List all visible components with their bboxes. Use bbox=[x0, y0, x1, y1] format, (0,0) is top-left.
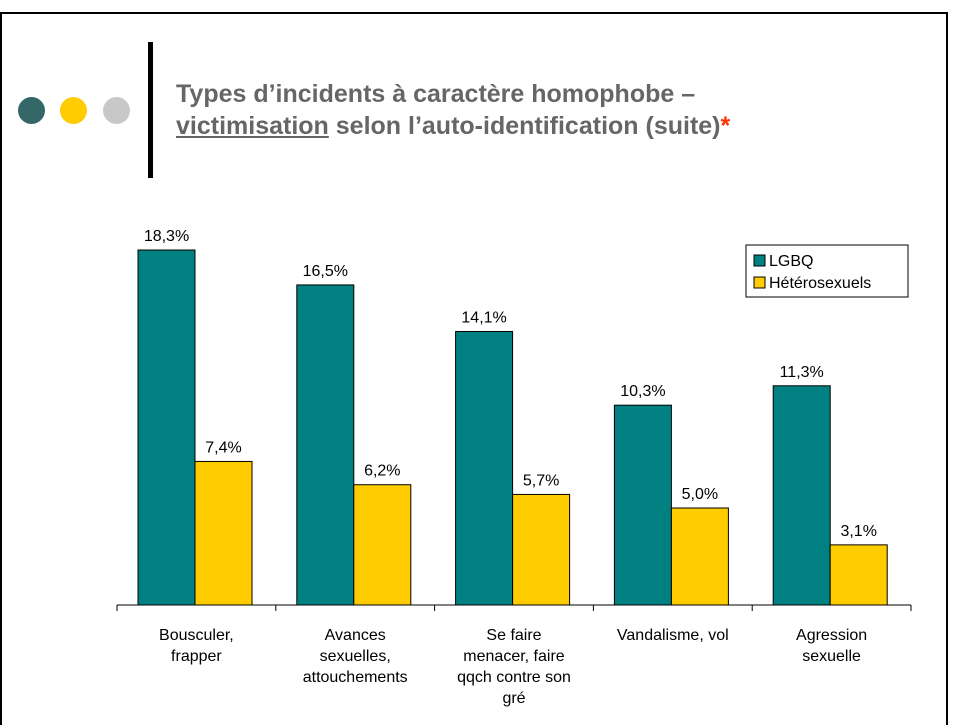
bar-lgbq bbox=[296, 284, 355, 606]
x-tick-label: Bousculer, bbox=[159, 627, 234, 644]
title-underlined-word: victimisation bbox=[176, 112, 329, 140]
x-tick-label: sexuelles, bbox=[320, 648, 391, 665]
x-tick-label: Se faire bbox=[486, 627, 541, 644]
bar-heterosexuels bbox=[353, 484, 412, 606]
bar-lgbq bbox=[455, 330, 514, 606]
bar-lgbq bbox=[772, 385, 831, 606]
data-label: 3,1% bbox=[840, 523, 876, 540]
yellow-dot-icon bbox=[60, 97, 87, 124]
x-tick-label: sexuelle bbox=[802, 648, 861, 665]
bar-heterosexuels bbox=[512, 493, 571, 606]
gray-dot-icon bbox=[103, 97, 130, 124]
title-divider-bar bbox=[148, 42, 153, 178]
title-line-1: Types d’incidents à caractère homophobe … bbox=[176, 80, 696, 108]
data-label: 16,5% bbox=[303, 263, 348, 280]
title-line-2: selon l’auto-identification (suite) bbox=[328, 112, 721, 140]
x-tick-label: qqch contre son bbox=[457, 669, 571, 686]
x-tick-label: Agression bbox=[796, 627, 867, 644]
x-tick-label: frapper bbox=[171, 648, 222, 665]
bar-lgbq bbox=[137, 249, 196, 606]
data-label: 11,3% bbox=[780, 364, 824, 381]
data-label: 14,1% bbox=[461, 309, 506, 326]
x-tick-label: Avances bbox=[325, 627, 386, 644]
slide-title: Types d’incidents à caractère homophobe … bbox=[176, 78, 936, 142]
legend-swatch-heterosexuels bbox=[753, 276, 766, 289]
legend-label: Hétérosexuels bbox=[769, 275, 871, 292]
bar-heterosexuels bbox=[670, 507, 729, 606]
bar-lgbq bbox=[613, 404, 672, 606]
data-label: 5,7% bbox=[523, 472, 559, 489]
data-label: 7,4% bbox=[205, 439, 241, 456]
x-tick-label: gré bbox=[502, 690, 525, 707]
legend-box bbox=[745, 244, 909, 298]
data-label: 6,2% bbox=[364, 463, 400, 480]
bar-heterosexuels bbox=[829, 544, 888, 606]
x-tick-label: menacer, faire bbox=[463, 648, 564, 665]
data-label: 10,3% bbox=[620, 383, 665, 400]
legend-swatch-lgbq bbox=[753, 254, 766, 267]
slide-frame bbox=[0, 12, 948, 725]
data-label: 18,3% bbox=[144, 228, 189, 245]
teal-dot-icon bbox=[18, 97, 45, 124]
x-tick-label: Vandalisme, vol bbox=[617, 627, 729, 644]
x-tick-label: attouchements bbox=[303, 669, 408, 686]
legend-label: LGBQ bbox=[769, 253, 813, 270]
bar-heterosexuels bbox=[194, 460, 253, 606]
title-asterisk: * bbox=[720, 112, 731, 140]
data-label: 5,0% bbox=[682, 486, 718, 503]
